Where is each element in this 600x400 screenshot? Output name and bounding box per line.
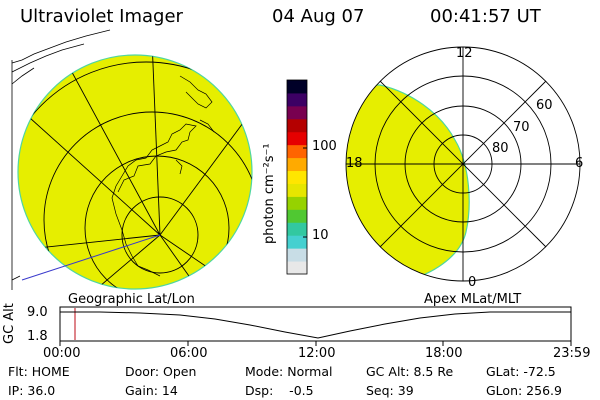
colorbar-unit-label: photon cm⁻²s⁻¹ xyxy=(262,143,277,244)
colorbar-tick-10: 10 xyxy=(312,228,329,243)
app-title: Ultraviolet Imager xyxy=(20,6,183,27)
uv-emission-region xyxy=(17,54,253,290)
colorbar-segment xyxy=(287,222,307,236)
status-ip: IP: 36.0 xyxy=(8,383,56,398)
geo-panel-label: Geographic Lat/Lon xyxy=(68,292,195,307)
colorbar-tick-100: 100 xyxy=(312,139,337,154)
x-tick-3: 18:00 xyxy=(425,346,463,361)
colorbar-segment xyxy=(287,196,307,210)
colorbar-segment xyxy=(287,170,307,184)
coastline xyxy=(199,119,215,133)
status-door: Door: Open xyxy=(125,364,197,379)
colorbar-segment xyxy=(287,157,307,172)
longitude-line xyxy=(18,99,161,236)
apex-polar-plot xyxy=(345,46,581,282)
altitude-ymin: 1.8 xyxy=(27,329,48,344)
uv-emission-region xyxy=(346,84,470,281)
x-tick-1: 06:00 xyxy=(170,346,208,361)
mlt-label-0: 0 xyxy=(468,275,477,290)
coastline xyxy=(179,75,213,109)
x-tick-0: 00:00 xyxy=(43,346,81,361)
time-label: 00:41:57 UT xyxy=(430,6,541,27)
colorbar-segment xyxy=(287,144,307,159)
mlat-label-70: 70 xyxy=(513,120,530,135)
altitude-plot xyxy=(59,306,572,346)
mlt-meridian xyxy=(379,80,547,248)
mlt-label-6: 6 xyxy=(575,156,584,171)
colorbar-segment xyxy=(287,209,307,223)
status-seq: Seq: 39 xyxy=(366,383,414,398)
status-dsp: Dsp: -0.5 xyxy=(245,383,314,398)
latitude-circle xyxy=(43,111,252,289)
status-gc-alt: GC Alt: 8.5 Re xyxy=(366,364,454,379)
latitude-circle xyxy=(18,61,252,289)
colorbar-segment xyxy=(287,80,307,94)
map-frame xyxy=(11,29,111,64)
colorbar-segment xyxy=(287,131,307,146)
status-flt: Flt: HOME xyxy=(8,364,70,379)
altitude-axis-label: GC Alt xyxy=(2,303,17,344)
status-glat: GLat: -72.5 xyxy=(486,364,556,379)
colorbar-segment xyxy=(287,248,307,262)
coastline xyxy=(175,159,183,175)
status-gain: Gain: 14 xyxy=(125,383,178,398)
latitude-circle xyxy=(121,196,199,274)
longitude-line xyxy=(59,234,161,289)
colorbar-segment xyxy=(287,92,307,107)
date-label: 04 Aug 07 xyxy=(272,6,365,27)
coastline xyxy=(111,123,197,277)
status-glon: GLon: 256.9 xyxy=(486,383,562,398)
reference-line xyxy=(21,234,161,281)
x-tick-2: 12:00 xyxy=(298,346,336,361)
mlt-label-12: 12 xyxy=(456,46,473,61)
apex-panel-label: Apex MLat/MLT xyxy=(424,292,522,307)
mlat-label-80: 80 xyxy=(492,141,509,156)
colorbar-segment xyxy=(287,235,307,249)
mlat-label-60: 60 xyxy=(536,98,553,113)
x-tick-4: 23:59 xyxy=(553,346,591,361)
longitude-line xyxy=(151,55,161,236)
colorbar-frame xyxy=(286,79,308,275)
altitude-curve xyxy=(60,311,571,339)
status-mode: Mode: Normal xyxy=(245,364,333,379)
colorbar-segment xyxy=(287,105,307,120)
mlt-label-18: 18 xyxy=(346,156,363,171)
altitude-ymax: 9.0 xyxy=(27,305,48,320)
geographic-map xyxy=(11,29,253,290)
colorbar-segment xyxy=(287,118,307,133)
colorbar-segment xyxy=(287,261,307,275)
longitude-line xyxy=(59,55,161,236)
colorbar-segment xyxy=(287,183,307,197)
colorbar xyxy=(286,79,308,275)
